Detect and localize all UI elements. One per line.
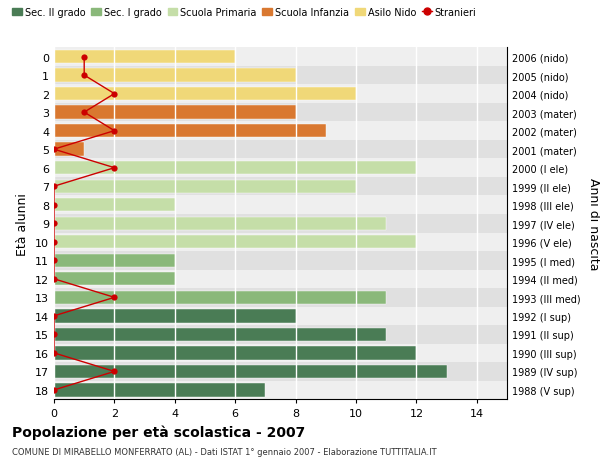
Bar bbox=[54, 162, 416, 175]
Bar bbox=[54, 383, 265, 397]
Legend: Sec. II grado, Sec. I grado, Scuola Primaria, Scuola Infanzia, Asilo Nido, Stran: Sec. II grado, Sec. I grado, Scuola Prim… bbox=[8, 4, 480, 22]
Bar bbox=[54, 196, 507, 214]
Bar bbox=[54, 254, 175, 268]
Bar bbox=[54, 288, 507, 307]
Bar bbox=[54, 273, 175, 286]
Bar bbox=[54, 328, 386, 341]
Bar bbox=[54, 344, 507, 362]
Y-axis label: Anni di nascita: Anni di nascita bbox=[587, 178, 600, 270]
Y-axis label: Età alunni: Età alunni bbox=[16, 192, 29, 255]
Bar bbox=[54, 180, 356, 193]
Bar bbox=[54, 85, 507, 104]
Bar bbox=[54, 51, 235, 64]
Bar bbox=[54, 381, 507, 399]
Bar bbox=[54, 178, 507, 196]
Bar bbox=[54, 291, 386, 304]
Bar bbox=[54, 347, 416, 360]
Bar bbox=[54, 48, 507, 67]
Bar bbox=[54, 365, 446, 378]
Bar bbox=[54, 235, 416, 249]
Bar bbox=[54, 106, 296, 119]
Text: COMUNE DI MIRABELLO MONFERRATO (AL) - Dati ISTAT 1° gennaio 2007 - Elaborazione : COMUNE DI MIRABELLO MONFERRATO (AL) - Da… bbox=[12, 448, 437, 457]
Bar bbox=[54, 143, 84, 157]
Bar bbox=[54, 270, 507, 288]
Bar bbox=[54, 125, 326, 138]
Bar bbox=[54, 159, 507, 178]
Bar bbox=[54, 67, 507, 85]
Bar bbox=[54, 88, 356, 101]
Bar bbox=[54, 69, 296, 83]
Bar bbox=[54, 252, 507, 270]
Bar bbox=[54, 217, 386, 230]
Bar bbox=[54, 214, 507, 233]
Bar bbox=[54, 362, 507, 381]
Bar bbox=[54, 309, 296, 323]
Bar bbox=[54, 104, 507, 122]
Bar bbox=[54, 122, 507, 140]
Bar bbox=[54, 325, 507, 344]
Bar bbox=[54, 307, 507, 325]
Bar bbox=[54, 140, 507, 159]
Text: Popolazione per età scolastica - 2007: Popolazione per età scolastica - 2007 bbox=[12, 425, 305, 439]
Bar bbox=[54, 199, 175, 212]
Bar bbox=[54, 233, 507, 252]
